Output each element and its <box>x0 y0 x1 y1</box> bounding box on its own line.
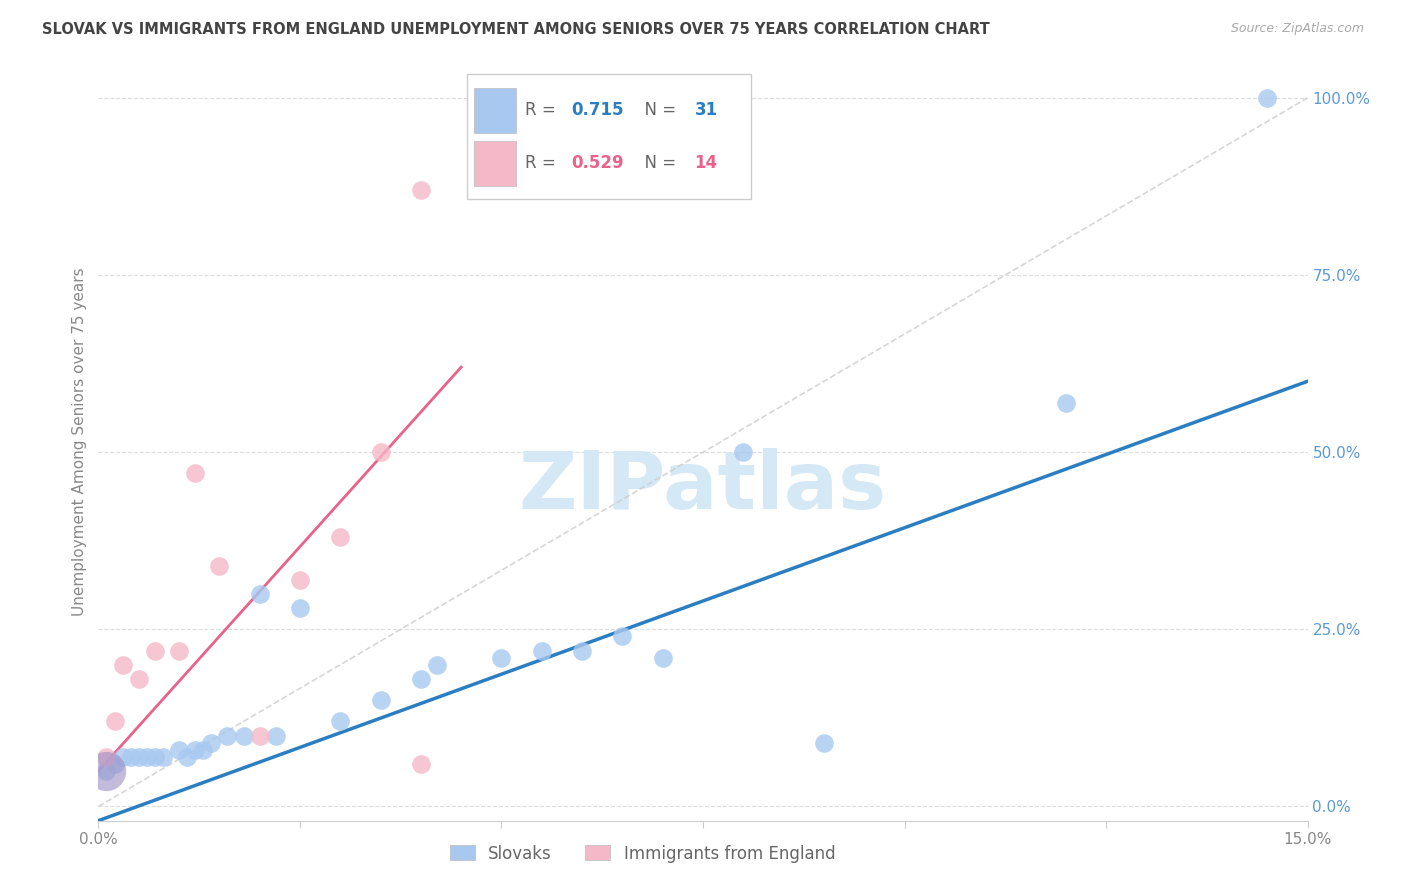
Point <box>128 672 150 686</box>
Point <box>103 714 125 729</box>
Text: 0.715: 0.715 <box>571 101 624 120</box>
Point <box>167 643 190 657</box>
Point <box>200 736 222 750</box>
Point <box>409 756 432 771</box>
Point <box>135 750 157 764</box>
Point <box>193 743 215 757</box>
Point <box>651 650 673 665</box>
Point <box>329 530 352 544</box>
Y-axis label: Unemployment Among Seniors over 75 years: Unemployment Among Seniors over 75 years <box>72 268 87 615</box>
Point <box>184 743 207 757</box>
Point <box>143 643 166 657</box>
Point <box>111 657 134 672</box>
Point <box>264 729 287 743</box>
FancyBboxPatch shape <box>467 74 751 199</box>
Point <box>111 750 134 764</box>
Point <box>184 467 207 481</box>
Text: R =: R = <box>526 154 561 172</box>
Point <box>1256 91 1278 105</box>
Point <box>143 750 166 764</box>
Text: Source: ZipAtlas.com: Source: ZipAtlas.com <box>1230 22 1364 36</box>
Text: N =: N = <box>634 154 682 172</box>
FancyBboxPatch shape <box>474 87 516 133</box>
Point <box>288 601 311 615</box>
Point <box>329 714 352 729</box>
Point <box>103 756 125 771</box>
Point <box>370 445 392 459</box>
Point <box>176 750 198 764</box>
Point <box>530 643 553 657</box>
Point <box>152 750 174 764</box>
Point <box>217 729 239 743</box>
Point <box>249 729 271 743</box>
Point <box>426 657 449 672</box>
Text: ZIPatlas: ZIPatlas <box>519 448 887 526</box>
Point <box>249 587 271 601</box>
Text: 31: 31 <box>695 101 717 120</box>
Point <box>208 558 231 573</box>
Point <box>571 643 593 657</box>
Point <box>128 750 150 764</box>
Legend: Slovaks, Immigrants from England: Slovaks, Immigrants from England <box>443 838 842 869</box>
Point <box>288 573 311 587</box>
Point <box>409 672 432 686</box>
Point <box>370 693 392 707</box>
Text: N =: N = <box>634 101 682 120</box>
Point <box>167 743 190 757</box>
Text: 0.529: 0.529 <box>571 154 624 172</box>
Point <box>120 750 142 764</box>
Point <box>232 729 254 743</box>
Point <box>409 183 432 197</box>
FancyBboxPatch shape <box>474 141 516 186</box>
Point <box>1054 395 1077 409</box>
Point <box>612 629 634 643</box>
Point <box>96 750 118 764</box>
Point <box>491 650 513 665</box>
Text: 14: 14 <box>695 154 717 172</box>
Point <box>96 764 118 778</box>
Text: SLOVAK VS IMMIGRANTS FROM ENGLAND UNEMPLOYMENT AMONG SENIORS OVER 75 YEARS CORRE: SLOVAK VS IMMIGRANTS FROM ENGLAND UNEMPL… <box>42 22 990 37</box>
Text: R =: R = <box>526 101 561 120</box>
Point <box>733 445 755 459</box>
Point <box>813 736 835 750</box>
Point <box>96 764 118 778</box>
